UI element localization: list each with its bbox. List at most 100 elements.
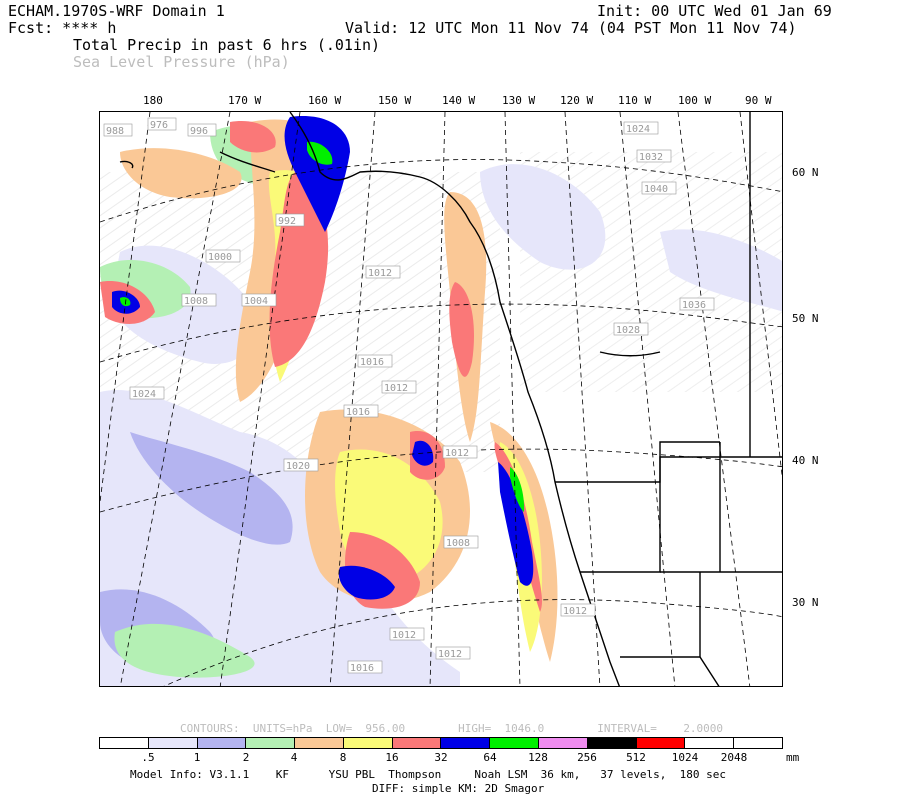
pressure-label: 976 (147, 117, 177, 131)
pressure-label-text: 1016 (350, 663, 374, 674)
pressure-label-text: 1008 (184, 296, 208, 307)
pressure-label: 1008 (443, 535, 479, 549)
lon-label: 110 W (618, 94, 652, 107)
colorbar-swatch (148, 738, 198, 748)
colorbar-swatch (441, 738, 491, 748)
pressure-label-text: 992 (278, 216, 296, 227)
colorbar-label: 512 (626, 751, 646, 764)
pressure-label-text: 1040 (644, 184, 668, 195)
forecast-hour: Fcst: **** h (8, 19, 117, 37)
pressure-label: 1012 (381, 380, 417, 394)
colorbar-label: 1024 (671, 751, 699, 764)
pressure-label-text: 1012 (445, 448, 469, 459)
pressure-label-text: 1020 (286, 461, 310, 472)
pressure-label: 1000 (205, 249, 241, 263)
lon-label: 150 W (378, 94, 412, 107)
pressure-label: 1024 (129, 386, 165, 400)
pressure-label: 1036 (679, 297, 715, 311)
colorbar-swatch (197, 738, 247, 748)
colorbar-label: 32 (434, 751, 448, 764)
precip-green (120, 141, 525, 512)
lon-label: 90 W (745, 94, 772, 107)
pressure-label-text: 1012 (392, 630, 416, 641)
model-info: Model Info: V3.1.1 KF YSU PBL Thompson N… (130, 768, 727, 781)
pressure-label-text: 988 (106, 126, 124, 137)
pressure-labels: 988 976 996 1024 1032 1040 1036 1028 101… (103, 117, 715, 674)
pressure-label-text: 1036 (682, 300, 706, 311)
colorbar-swatch (734, 738, 782, 748)
colorbar-label: 8 (339, 751, 347, 764)
init-time: Init: 00 UTC Wed 01 Jan 69 (597, 2, 832, 20)
colorbar-label: 4 (290, 751, 298, 764)
colorbar-label: .5 (141, 751, 155, 764)
pressure-label-text: 1028 (616, 325, 640, 336)
contours-info: CONTOURS: UNITS=hPa LOW= 956.00 HIGH= 10… (180, 722, 724, 735)
field-precip-title: Total Precip in past 6 hrs (.01in) (73, 36, 381, 54)
colorbar-swatch (343, 738, 393, 748)
pressure-label: 1020 (283, 458, 319, 472)
colorbar-units: mm (786, 751, 800, 764)
pressure-label: 1008 (181, 293, 217, 307)
valid-time: Valid: 12 UTC Mon 11 Nov 74 (04 PST Mon … (345, 19, 797, 37)
lon-label: 160 W (308, 94, 342, 107)
pressure-label-text: 1016 (360, 357, 384, 368)
pressure-label: 1012 (365, 265, 401, 279)
pressure-label-text: 1012 (368, 268, 392, 279)
pressure-label: 1028 (613, 322, 649, 336)
pressure-label: 992 (275, 213, 305, 227)
colorbar-label: 128 (528, 751, 548, 764)
colorbar-label: 256 (577, 751, 597, 764)
colorbar-swatch (539, 738, 588, 748)
pressure-label-text: 1004 (244, 296, 268, 307)
lat-label: 50 N (792, 312, 819, 325)
colorbar-swatch (490, 738, 540, 748)
colorbar-label: 64 (483, 751, 497, 764)
pressure-label: 1016 (343, 404, 379, 418)
pressure-label: 1040 (641, 181, 677, 195)
pressure-label-text: 1000 (208, 252, 232, 263)
lon-label: 130 W (502, 94, 536, 107)
pressure-label-text: 1024 (132, 389, 156, 400)
pressure-label: 1012 (435, 646, 471, 660)
lon-label: 100 W (678, 94, 712, 107)
lon-label: 170 W (228, 94, 262, 107)
precip-map: 988 976 996 1024 1032 1040 1036 1028 101… (99, 111, 783, 687)
pressure-label-text: 1016 (346, 407, 370, 418)
colorbar-label: 2048 (720, 751, 748, 764)
colorbar-label: 1 (193, 751, 201, 764)
pressure-label: 1016 (347, 660, 383, 674)
pressure-label: 988 (103, 123, 133, 137)
diff-info: DIFF: simple KM: 2D Smagor (372, 782, 545, 795)
colorbar-swatch (295, 738, 344, 748)
pressure-label-text: 996 (190, 126, 208, 137)
pressure-label-text: 976 (150, 120, 168, 131)
pressure-label: 1012 (389, 627, 425, 641)
lon-label: 120 W (560, 94, 594, 107)
pressure-label-text: 1012 (384, 383, 408, 394)
colorbar (99, 737, 783, 749)
pressure-label-text: 1024 (626, 124, 650, 135)
pressure-label-text: 1008 (446, 538, 470, 549)
pressure-label: 1012 (560, 603, 596, 617)
pressure-label: 996 (187, 123, 217, 137)
lat-label: 30 N (792, 596, 819, 609)
field-slp-title: Sea Level Pressure (hPa) (73, 53, 290, 71)
lat-label: 40 N (792, 454, 819, 467)
colorbar-label: 2 (242, 751, 250, 764)
colorbar-swatch (636, 738, 686, 748)
latlon-grid (100, 112, 782, 686)
coastline (119, 112, 782, 686)
pressure-label-text: 1012 (563, 606, 587, 617)
colorbar-swatch (392, 738, 442, 748)
lon-label: 140 W (442, 94, 476, 107)
colorbar-swatch (587, 738, 637, 748)
pressure-label: 1032 (636, 149, 672, 163)
pressure-label-text: 1012 (438, 649, 462, 660)
colorbar-swatch (100, 738, 149, 748)
colorbar-label: 16 (385, 751, 399, 764)
precip-blue (112, 116, 534, 600)
pressure-label: 1004 (241, 293, 277, 307)
colorbar-swatch (685, 738, 735, 748)
pressure-label: 1012 (442, 445, 478, 459)
lat-label: 60 N (792, 166, 819, 179)
